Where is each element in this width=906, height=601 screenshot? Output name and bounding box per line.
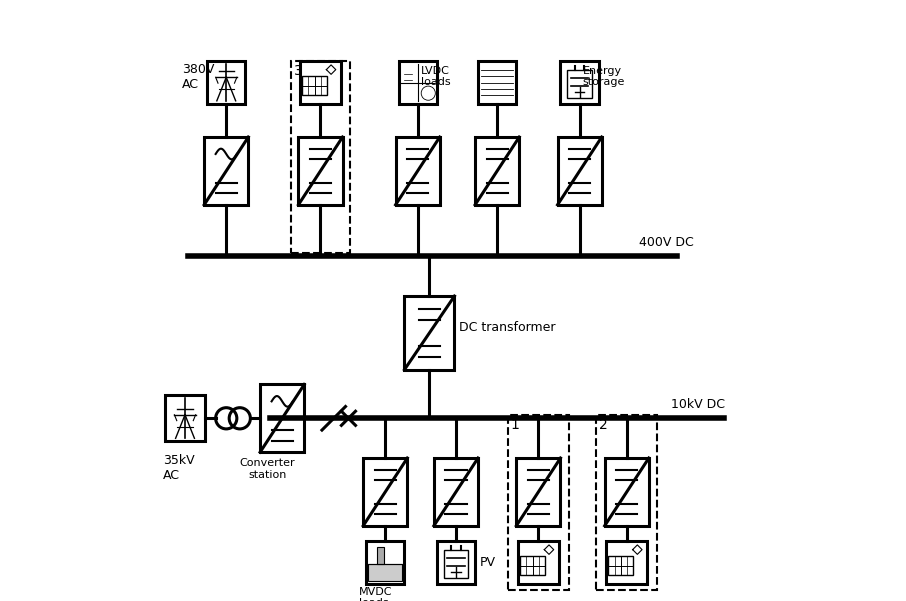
Polygon shape <box>377 547 383 564</box>
FancyBboxPatch shape <box>604 458 649 526</box>
Text: 3: 3 <box>294 64 303 78</box>
FancyBboxPatch shape <box>207 61 246 104</box>
Text: 10kV DC: 10kV DC <box>671 398 725 411</box>
FancyBboxPatch shape <box>396 137 439 205</box>
Text: Energy
storage: Energy storage <box>583 66 625 88</box>
FancyBboxPatch shape <box>363 458 408 526</box>
Polygon shape <box>369 564 402 581</box>
Text: 1: 1 <box>510 418 519 432</box>
FancyBboxPatch shape <box>165 395 205 441</box>
Text: 400V DC: 400V DC <box>639 236 693 249</box>
FancyBboxPatch shape <box>567 70 592 98</box>
FancyBboxPatch shape <box>606 542 648 584</box>
FancyBboxPatch shape <box>518 542 559 584</box>
FancyBboxPatch shape <box>434 458 478 526</box>
Text: 380V
AC: 380V AC <box>182 63 215 91</box>
FancyBboxPatch shape <box>478 61 516 104</box>
FancyBboxPatch shape <box>444 550 468 578</box>
FancyBboxPatch shape <box>561 61 599 104</box>
FancyBboxPatch shape <box>399 61 437 104</box>
FancyBboxPatch shape <box>204 137 248 205</box>
Text: PV: PV <box>479 556 496 569</box>
FancyBboxPatch shape <box>404 296 455 370</box>
FancyBboxPatch shape <box>437 542 475 584</box>
FancyBboxPatch shape <box>516 458 561 526</box>
FancyBboxPatch shape <box>366 542 404 584</box>
FancyBboxPatch shape <box>475 137 519 205</box>
FancyBboxPatch shape <box>298 137 342 205</box>
FancyBboxPatch shape <box>300 61 341 104</box>
Text: Converter
station: Converter station <box>240 458 295 480</box>
Text: MVDC
loads: MVDC loads <box>359 587 392 601</box>
Text: LVDC
loads: LVDC loads <box>420 66 450 88</box>
FancyBboxPatch shape <box>557 137 602 205</box>
Text: 2: 2 <box>599 418 608 432</box>
Text: DC transformer: DC transformer <box>459 320 555 334</box>
FancyBboxPatch shape <box>260 385 304 452</box>
Text: 35kV
AC: 35kV AC <box>163 454 194 481</box>
